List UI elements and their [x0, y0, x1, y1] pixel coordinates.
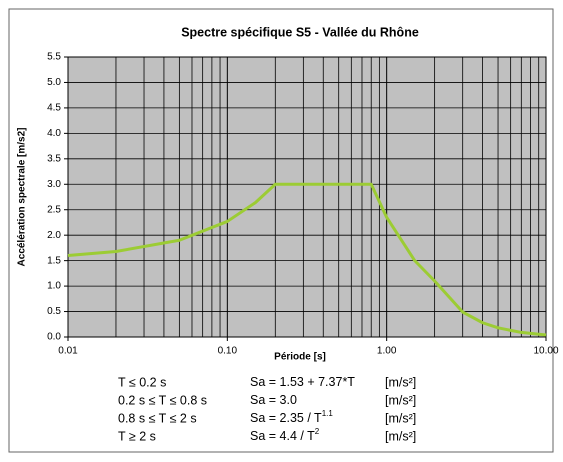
- y-tick-label: 2.0: [47, 230, 61, 241]
- formula-text: Sa = 3.0: [250, 393, 297, 407]
- formula: Sa = 2.35 / T1.1: [250, 409, 333, 425]
- y-tick-label: 0.0: [47, 332, 61, 343]
- x-axis-label: Période [s]: [274, 352, 326, 363]
- y-tick-label: 5.0: [47, 77, 61, 88]
- formula-exponent: 1.1: [322, 409, 334, 418]
- line: [67, 182, 547, 337]
- formula-unit: [m/s²]: [385, 375, 416, 389]
- formula: Sa = 4.4 / T2: [250, 427, 320, 443]
- y-tick-label: 3.5: [47, 153, 61, 164]
- formula-text: Sa = 1.53 + 7.37*T: [250, 375, 355, 389]
- formula-condition: 0.8 s ≤ T ≤ 2 s: [118, 411, 197, 425]
- y-tick-label: 0.5: [47, 306, 61, 317]
- chart-title: Spectre spécifique S5 - Vallée du Rhône: [181, 25, 419, 39]
- formula-text: Sa = 2.35 / T: [250, 411, 322, 425]
- plot-area: [68, 57, 546, 337]
- y-tick-label: 2.5: [47, 204, 61, 215]
- formula-condition: T ≥ 2 s: [118, 429, 156, 443]
- plot-border: [67, 56, 547, 338]
- formula-condition: 0.2 s ≤ T ≤ 0.8 s: [118, 393, 207, 407]
- y-tick-label: 5.5: [47, 52, 61, 63]
- formula-unit: [m/s²]: [385, 429, 416, 443]
- y-tick-label: 4.0: [47, 128, 61, 139]
- x-tick-label: 10.00: [533, 346, 558, 357]
- formula-unit: [m/s²]: [385, 411, 416, 425]
- formula: Sa = 1.53 + 7.37*T: [250, 375, 355, 389]
- formula-unit: [m/s²]: [385, 393, 416, 407]
- y-tick-label: 1.5: [47, 255, 61, 266]
- y-axis-label: Accélération spectrale [m/s2]: [17, 128, 28, 267]
- y-tick-label: 4.5: [47, 103, 61, 114]
- x-tick-label: 0.01: [58, 346, 78, 357]
- x-tick-label: 0.10: [218, 346, 238, 357]
- formula-text: Sa = 4.4 / T: [250, 429, 315, 443]
- formula-exponent: 2: [315, 427, 320, 436]
- y-tick-label: 1.0: [47, 281, 61, 292]
- x-tick-label: 1.00: [377, 346, 397, 357]
- formula-condition: T ≤ 0.2 s: [118, 375, 166, 389]
- formula: Sa = 3.0: [250, 393, 297, 407]
- y-tick-label: 3.0: [47, 179, 61, 190]
